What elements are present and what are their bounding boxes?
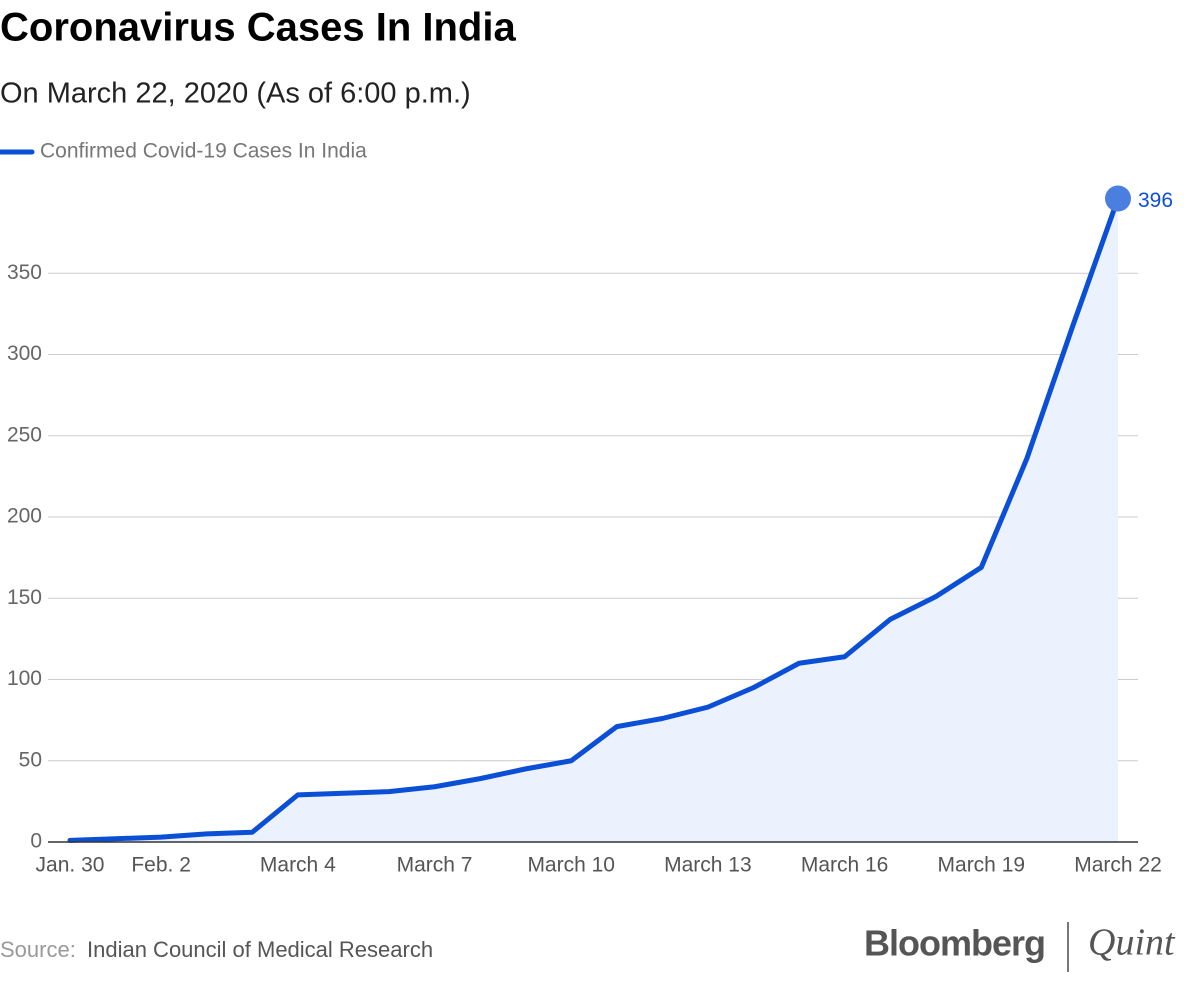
y-tick-label: 350	[7, 261, 42, 284]
x-tick-label: March 4	[260, 854, 336, 877]
y-tick-label: 0	[30, 830, 42, 853]
source: Indian Council of Medical Research	[87, 937, 433, 962]
data-label: 396	[1138, 189, 1173, 212]
area	[70, 198, 1118, 842]
chart-subtitle: On March 22, 2020 (As of 6:00 p.m.)	[0, 78, 471, 110]
y-tick-label: 100	[7, 667, 42, 690]
y-tick-label: 150	[7, 586, 42, 609]
source-label: Source:	[0, 937, 76, 962]
legend-label: Confirmed Covid-19 Cases In India	[40, 140, 367, 163]
x-tick-label: March 13	[664, 854, 752, 877]
x-tick-label: March 19	[938, 854, 1026, 877]
y-tick-label: 50	[19, 748, 42, 771]
x-tick-label: Jan. 30	[36, 854, 105, 877]
line	[67, 196, 1121, 843]
y-tick-label: 300	[7, 342, 42, 365]
x-tick-label: March 10	[527, 854, 615, 877]
logo-quint: Quint	[1088, 922, 1176, 964]
x-tick-label: March 16	[801, 854, 889, 877]
y-tick-label: 250	[7, 423, 42, 446]
x-tick-label: March 7	[397, 854, 473, 877]
end-marker	[1105, 185, 1131, 212]
y-tick-label: 200	[7, 505, 42, 528]
x-tick-label: March 22	[1074, 854, 1162, 877]
chart-title: Coronavirus Cases In India	[0, 6, 516, 50]
x-tick-label: Feb. 2	[131, 854, 191, 877]
logo-bloomberg: Bloomberg	[864, 923, 1045, 964]
